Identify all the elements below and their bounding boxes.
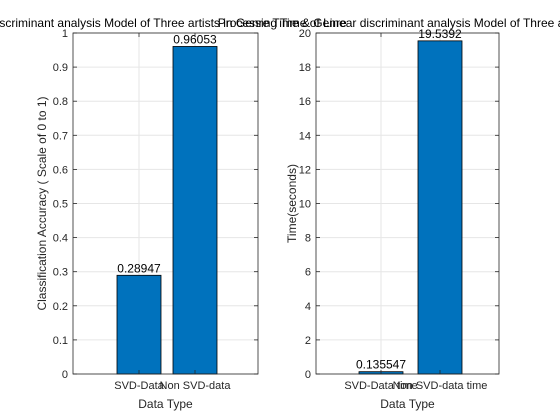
y-tick-label: 0.7 (53, 130, 68, 142)
y-tick-label: 0.1 (53, 335, 68, 347)
x-axis-label: Data Type (138, 397, 193, 411)
y-tick-label: 14 (299, 130, 311, 142)
y-tick-label: 12 (299, 164, 311, 176)
y-tick-label: 18 (299, 62, 311, 74)
bar-data-label: 0.28947 (117, 261, 161, 275)
y-tick-label: 0.8 (53, 96, 68, 108)
x-tick-label: SVD-Data time (344, 380, 417, 392)
y-tick-label: 2 (305, 335, 311, 347)
x-tick-label: Non SVD-data (160, 380, 232, 392)
y-tick-label: 0.2 (53, 301, 68, 313)
bar (417, 40, 463, 375)
y-tick-label: 6 (305, 267, 311, 279)
y-tick-label: 0.9 (53, 62, 68, 74)
y-tick-label: 0.6 (53, 164, 68, 176)
y-tick-label: 16 (299, 96, 311, 108)
y-tick-label: 8 (305, 233, 311, 245)
y-tick-label: 0.4 (53, 233, 68, 245)
accuracy-chart: 0.28947 0.96053 0 0.1 0.2 0.3 0.4 0.5 0.6 0.7 0.8 0… (0, 16, 347, 411)
y-tick-label: 1 (62, 28, 68, 40)
bar (172, 46, 218, 375)
y-tick-label: 4 (305, 301, 311, 313)
y-tick-label: 0 (305, 369, 311, 381)
y-tick-label: 20 (299, 28, 311, 40)
chart-title: Linear discriminant analysis Model of Th… (0, 16, 347, 30)
chart-title: Processing Time of Linear discriminant a… (218, 16, 560, 30)
bar-data-label: 0.96053 (173, 32, 217, 46)
bar-data-label: 0.135547 (356, 358, 406, 372)
y-axis-label: Time(seconds) (285, 164, 299, 243)
x-tick-label: SVD-Data (114, 380, 164, 392)
bar (116, 274, 162, 375)
x-axis-label: Data Type (380, 397, 435, 411)
y-axis-label: Classification Accuracy ( Scale of 0 to … (35, 96, 49, 310)
y-tick-label: 0.5 (53, 199, 68, 211)
y-tick-label: 10 (299, 199, 311, 211)
y-tick-label: 0.3 (53, 267, 68, 279)
y-tick-label: 0 (62, 369, 68, 381)
processing-time-chart: 0.13554719.539202468101214161820SVD-Data… (218, 16, 560, 411)
x-tick-label: Non SVD-data time (393, 380, 488, 392)
